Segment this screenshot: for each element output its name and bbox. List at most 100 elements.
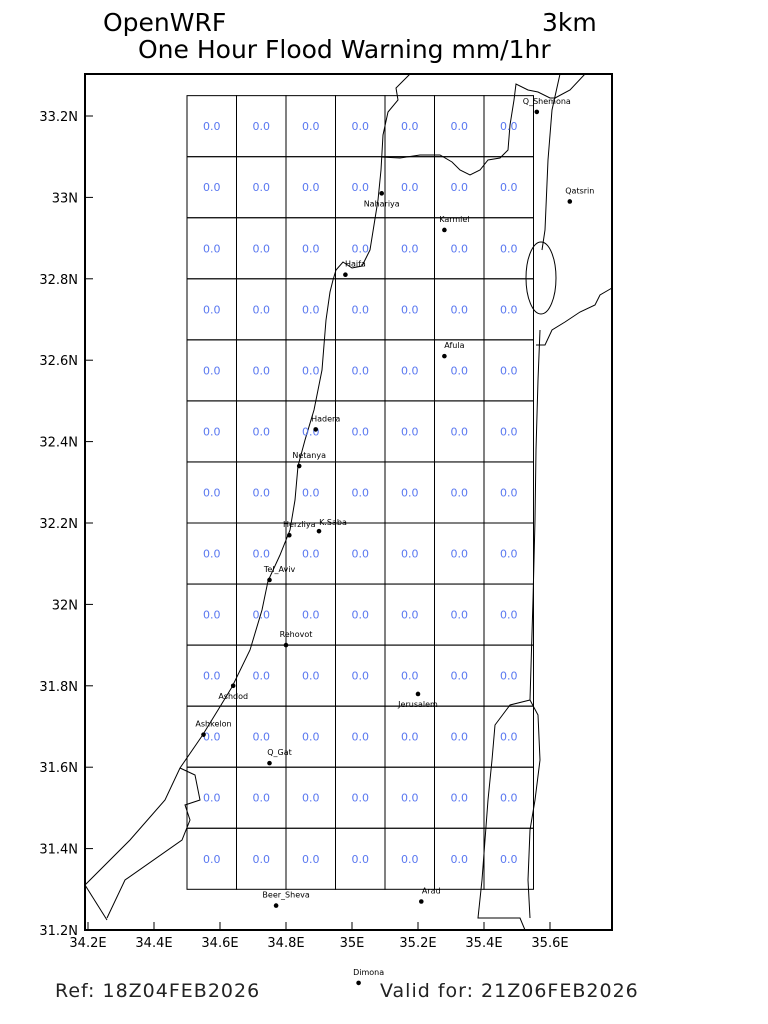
city-markers: Q_Shemona Qatsrin Nahariya Karmiel Haifa Aful… bbox=[195, 97, 594, 986]
cell-value: 0.0 bbox=[352, 670, 370, 683]
city-dot bbox=[343, 272, 348, 278]
cell-value: 0.0 bbox=[203, 548, 221, 561]
cell-value: 0.0 bbox=[451, 120, 469, 133]
cell-value: 0.0 bbox=[401, 853, 419, 866]
cell-value: 0.0 bbox=[253, 181, 271, 194]
cell-value: 0.0 bbox=[451, 670, 469, 683]
y-tick-label: 33.2N bbox=[39, 110, 78, 125]
cell-value: 0.0 bbox=[500, 670, 518, 683]
city-label: Arad bbox=[422, 887, 441, 896]
cell-value: 0.0 bbox=[451, 609, 469, 622]
cell-value: 0.0 bbox=[451, 792, 469, 805]
cell-value: 0.0 bbox=[451, 303, 469, 316]
cell-value: 0.0 bbox=[302, 548, 320, 561]
y-tick-label: 32.4N bbox=[39, 436, 78, 451]
cell-value: 0.0 bbox=[302, 792, 320, 805]
cell-value: 0.0 bbox=[352, 486, 370, 499]
cell-value: 0.0 bbox=[352, 303, 370, 316]
city-label: Nahariya bbox=[364, 199, 400, 208]
chart-title: One Hour Flood Warning mm/1hr bbox=[138, 35, 551, 64]
cell-value: 0.0 bbox=[500, 792, 518, 805]
city-dot bbox=[567, 199, 573, 204]
axes: 34.2E 34.4E 34.6E 34.8E 35E 35.2E 35.4E 35.6E 33… bbox=[39, 110, 568, 951]
y-tick-label: 32.2N bbox=[39, 517, 78, 532]
cell-value: 0.0 bbox=[500, 548, 518, 561]
city-label: Beer_Sheva bbox=[262, 891, 309, 900]
cell-value: 0.0 bbox=[302, 303, 320, 316]
cell-value: 0.0 bbox=[500, 120, 518, 133]
cell-value: 0.0 bbox=[302, 425, 320, 438]
city-label: K.Saba bbox=[319, 518, 347, 527]
cell-value: 0.0 bbox=[352, 120, 370, 133]
cell-value: 0.0 bbox=[451, 731, 469, 744]
cell-value: 0.0 bbox=[203, 120, 221, 133]
cell-value: 0.0 bbox=[500, 853, 518, 866]
city-label: Haifa bbox=[345, 260, 366, 269]
boundary-line bbox=[541, 73, 561, 251]
cell-value: 0.0 bbox=[253, 120, 271, 133]
y-tick-label: 32.8N bbox=[39, 273, 78, 288]
cell-value: 0.0 bbox=[203, 242, 221, 255]
city-dot bbox=[419, 899, 424, 904]
x-tick-label: 34.2E bbox=[69, 936, 106, 951]
cell-value: 0.0 bbox=[352, 425, 370, 438]
city-dot bbox=[230, 683, 236, 689]
city-dot bbox=[287, 532, 292, 538]
boundary-line bbox=[529, 329, 541, 701]
cell-value: 0.0 bbox=[401, 548, 419, 561]
cell-value: 0.0 bbox=[253, 731, 271, 744]
cell-value: 0.0 bbox=[451, 364, 469, 377]
cell-value: 0.0 bbox=[401, 303, 419, 316]
cell-value: 0.0 bbox=[302, 242, 320, 255]
city-dot bbox=[296, 463, 302, 469]
cell-value: 0.0 bbox=[352, 792, 370, 805]
cell-value: 0.0 bbox=[352, 364, 370, 377]
cell-value: 0.0 bbox=[203, 425, 221, 438]
cell-value: 0.0 bbox=[302, 181, 320, 194]
cell-value: 0.0 bbox=[302, 120, 320, 133]
city-label: Herzliya bbox=[283, 520, 316, 529]
city-dot bbox=[283, 642, 289, 648]
x-tick-label: 35.2E bbox=[399, 936, 436, 951]
city-dot bbox=[534, 109, 540, 115]
cell-value: 0.0 bbox=[352, 548, 370, 561]
city-label: Ashkelon bbox=[195, 720, 231, 729]
y-tick-label: 31.2N bbox=[39, 924, 78, 939]
city-dot bbox=[442, 227, 447, 233]
y-tick-label: 32.6N bbox=[39, 354, 78, 369]
cell-value: 0.0 bbox=[500, 731, 518, 744]
cell-value: 0.0 bbox=[253, 670, 271, 683]
cell-value: 0.0 bbox=[401, 731, 419, 744]
cell-value: 0.0 bbox=[500, 303, 518, 316]
city-label: Dimona bbox=[353, 968, 384, 977]
resolution-label: 3km bbox=[542, 8, 597, 37]
boundary-line bbox=[84, 884, 108, 921]
cell-value: 0.0 bbox=[451, 425, 469, 438]
cell-value: 0.0 bbox=[203, 364, 221, 377]
cell-value: 0.0 bbox=[253, 609, 271, 622]
city-dot bbox=[267, 577, 272, 583]
cell-value: 0.0 bbox=[302, 853, 320, 866]
cell-value: 0.0 bbox=[451, 181, 469, 194]
cell-value: 0.0 bbox=[500, 486, 518, 499]
cell-value: 0.0 bbox=[203, 731, 221, 744]
cell-value: 0.0 bbox=[451, 548, 469, 561]
city-dot bbox=[379, 191, 385, 196]
cell-value: 0.0 bbox=[352, 731, 370, 744]
city-dot bbox=[313, 427, 319, 432]
cell-value: 0.0 bbox=[203, 670, 221, 683]
cell-value: 0.0 bbox=[253, 364, 271, 377]
city-dot bbox=[415, 691, 421, 697]
cell-value: 0.0 bbox=[203, 303, 221, 316]
cell-value: 0.0 bbox=[401, 792, 419, 805]
cell-value: 0.0 bbox=[203, 853, 221, 866]
cell-value: 0.0 bbox=[401, 609, 419, 622]
cell-value: 0.0 bbox=[302, 609, 320, 622]
valid-time: Valid for: 21Z06FEB2026 bbox=[380, 980, 639, 1002]
cell-value: 0.0 bbox=[401, 486, 419, 499]
cell-value: 0.0 bbox=[401, 670, 419, 683]
cell-value: 0.0 bbox=[352, 853, 370, 866]
city-label: Q_Gat bbox=[267, 748, 292, 757]
cell-value: 0.0 bbox=[253, 548, 271, 561]
